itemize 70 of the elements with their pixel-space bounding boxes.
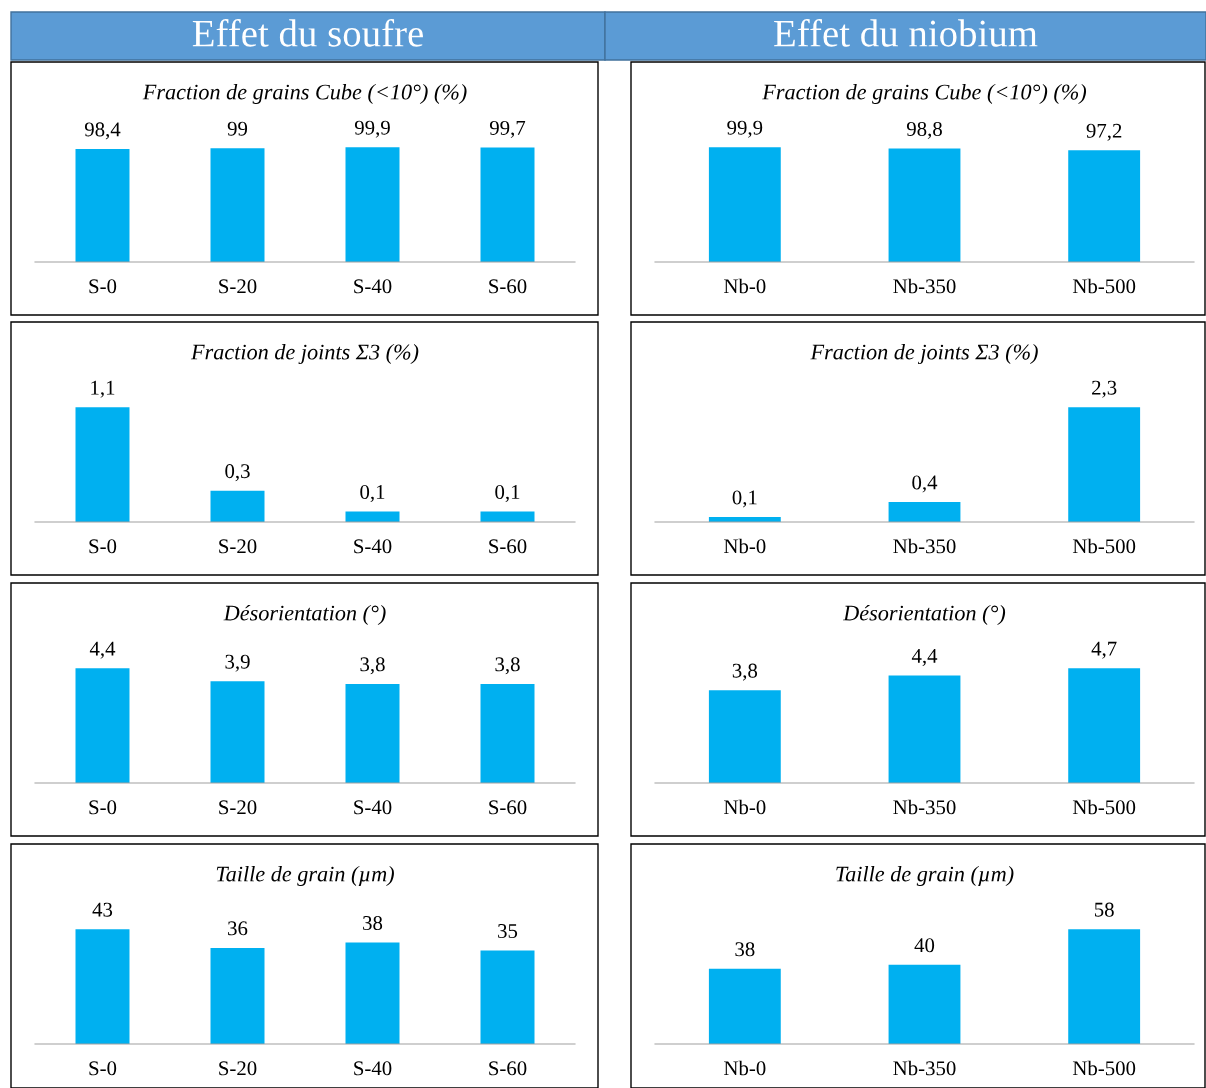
data-label: 3,8 [732, 663, 758, 681]
x-tick-label: S-60 [489, 800, 527, 815]
x-tick-label: S-40 [354, 1061, 392, 1076]
chart-title: Fraction de joints Σ3 (%) [190, 343, 419, 365]
text: Effet du soufre [192, 18, 423, 47]
x-tick-label: Nb-0 [724, 1060, 766, 1076]
text: Effet du niobium [774, 18, 1038, 47]
data-label: 4,4 [89, 641, 116, 659]
data-label: 0,1 [360, 484, 385, 502]
chart-title: Fraction de grains Cube (<10°) (%) [142, 83, 467, 105]
x-tick-label: S-60 [489, 1061, 527, 1076]
data-label: 0,1 [495, 484, 520, 502]
chart-title: Fraction de joints Σ3 (%) [810, 343, 1038, 365]
data-label: 3,8 [495, 657, 520, 675]
x-tick-label: Nb-0 [724, 799, 766, 815]
x-tick-label: Nb-500 [1072, 278, 1136, 294]
data-label: 4,7 [1091, 641, 1117, 659]
x-tick-label: Nb-500 [1072, 538, 1136, 554]
x-tick-label: Nb-350 [893, 1060, 956, 1076]
data-label: 99,9 [354, 120, 390, 138]
x-tick-label: S-60 [489, 279, 527, 294]
data-label: 38 [735, 942, 755, 957]
data-label: 98,4 [84, 122, 121, 140]
x-tick-label: S-0 [89, 800, 117, 815]
data-label: 2,3 [1092, 380, 1117, 398]
data-label: 0,3 [225, 464, 250, 482]
x-tick-label: S-0 [89, 1061, 117, 1076]
data-label: 97,2 [1086, 123, 1122, 141]
x-tick-label: Nb-0 [724, 538, 766, 554]
data-label: 58 [1094, 902, 1114, 917]
data-label: 35 [498, 924, 518, 939]
data-label: 1,1 [91, 380, 115, 398]
x-tick-label: S-40 [354, 800, 392, 815]
x-tick-label: S-40 [354, 539, 392, 554]
x-tick-label: S-20 [219, 279, 257, 294]
x-tick-label: Nb-350 [893, 538, 956, 554]
data-label: 4,4 [911, 649, 938, 666]
x-tick-label: S-20 [219, 539, 257, 554]
x-tick-label: S-60 [489, 539, 527, 554]
bar [75, 929, 130, 1044]
chart-title: Taille de grain (µm) [216, 865, 394, 887]
data-label: 43 [92, 902, 113, 917]
bar [345, 942, 400, 1044]
data-label: 3,8 [360, 657, 385, 675]
x-tick-label: Nb-500 [1072, 799, 1136, 815]
x-tick-label: S-20 [219, 1061, 257, 1076]
bar [210, 947, 265, 1044]
data-label: 0,1 [732, 490, 757, 508]
chart-title: Fraction de grains Cube (<10°) (%) [762, 83, 1087, 105]
data-label: 0,4 [912, 475, 938, 493]
x-tick-label: S-20 [219, 800, 257, 815]
data-label: 99,7 [489, 120, 526, 138]
data-label: 99 [227, 121, 248, 136]
x-tick-label: Nb-350 [893, 799, 956, 815]
chart-title: Taille de grain (µm) [836, 865, 1014, 887]
data-label: 38 [363, 915, 383, 931]
data-label: 98,8 [906, 121, 942, 139]
chart-title: Désorientation (°) [223, 604, 386, 626]
data-label: 40 [914, 938, 935, 953]
x-tick-label: S-40 [354, 279, 392, 294]
x-tick-label: S-0 [89, 539, 117, 554]
data-label: 36 [228, 921, 248, 936]
x-tick-label: Nb-0 [724, 278, 766, 294]
data-label: 3,9 [225, 654, 250, 672]
data-label: 99,9 [727, 120, 763, 138]
chart-title: Désorientation (°) [842, 604, 1006, 626]
x-tick-label: Nb-350 [893, 278, 956, 294]
x-tick-label: S-0 [89, 279, 117, 294]
bar [480, 950, 535, 1044]
x-tick-label: Nb-500 [1072, 1060, 1136, 1076]
